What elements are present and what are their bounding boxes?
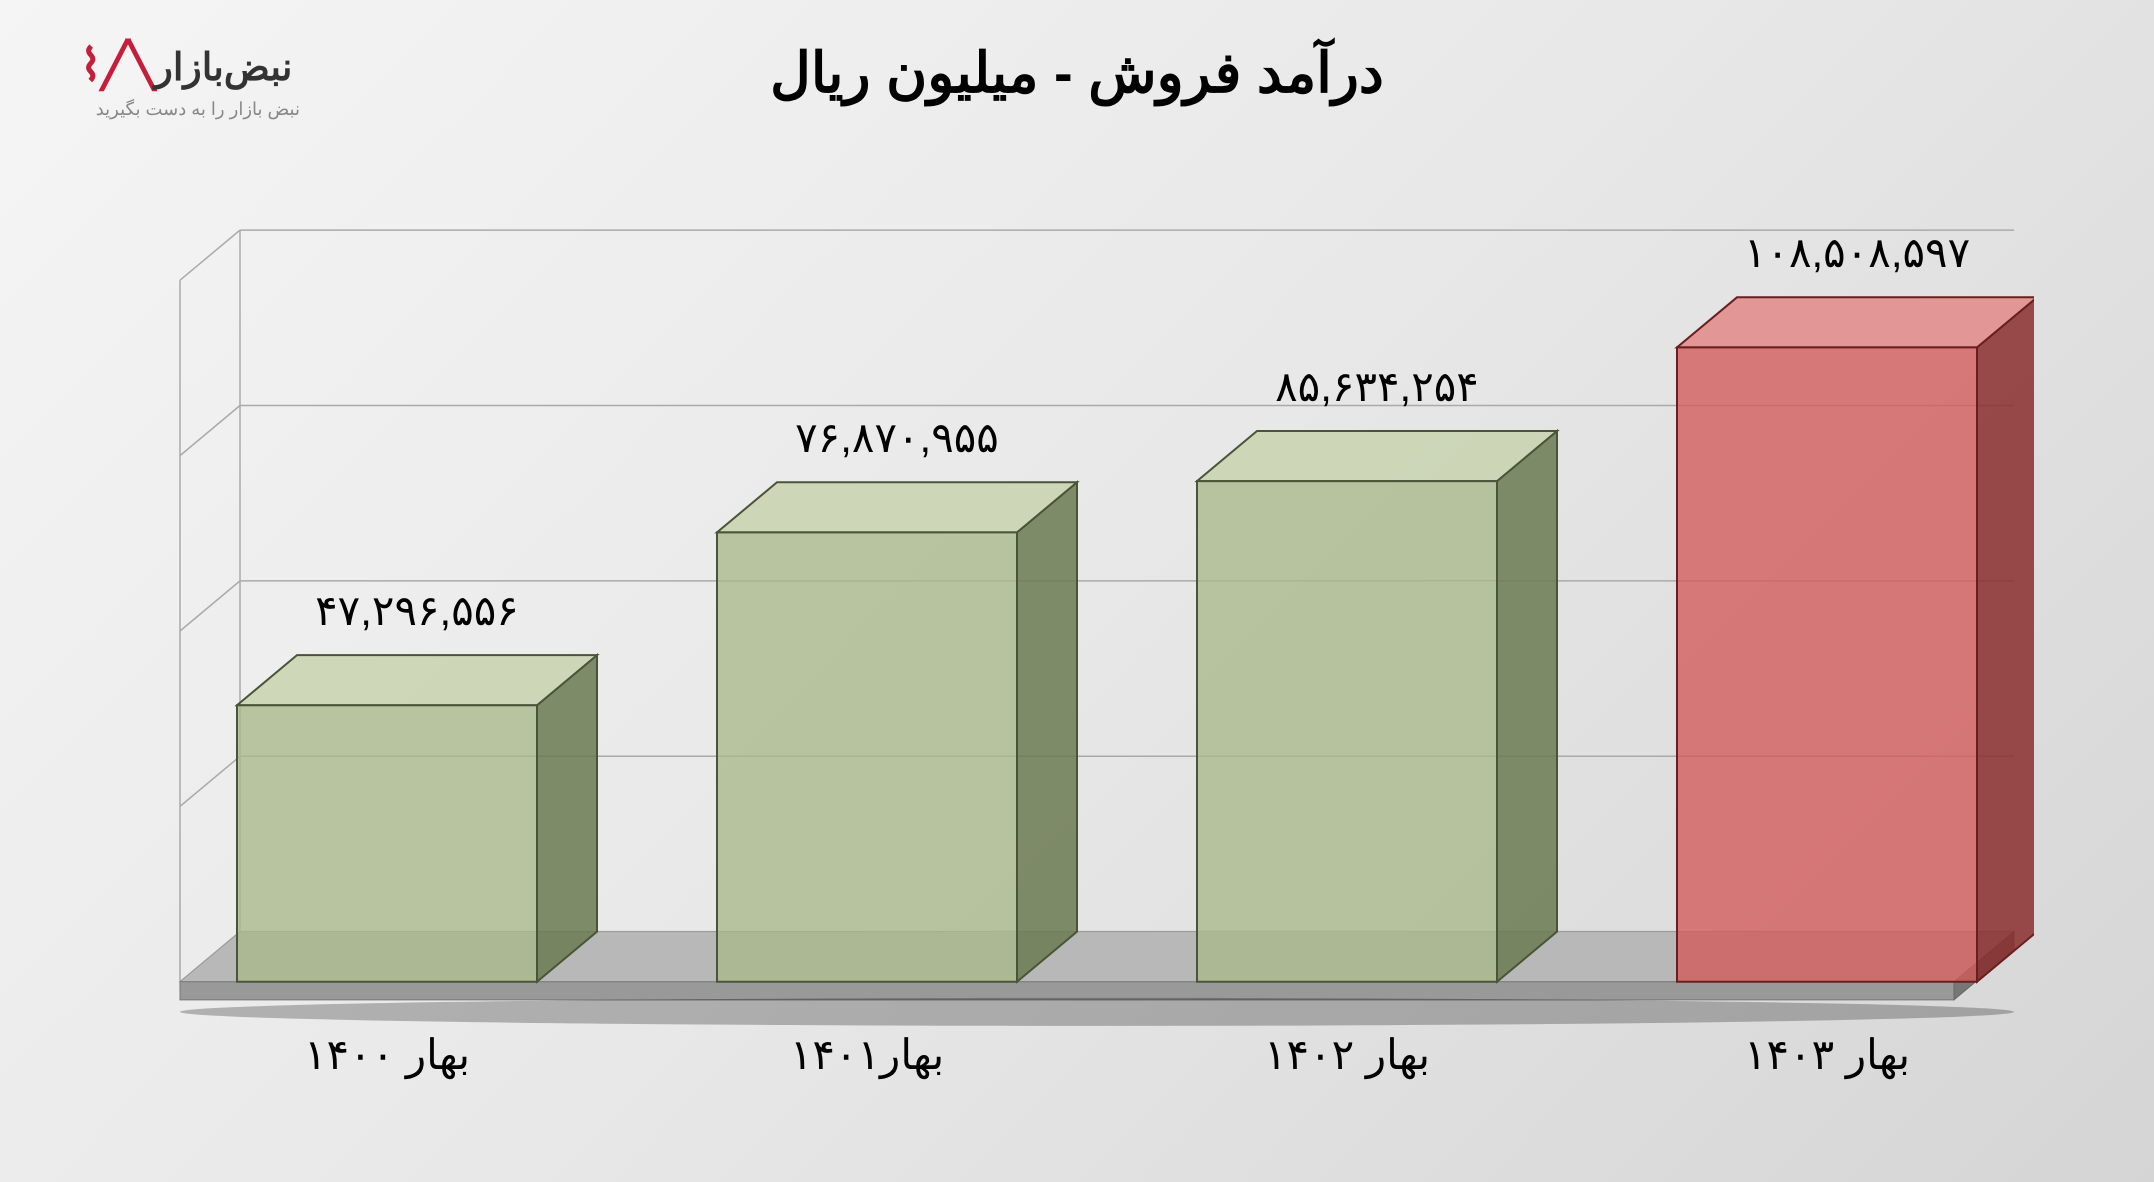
bar-value-label: ۴۷,۲۹۶,۵۵۶ — [315, 587, 519, 634]
bar-category-label: بهار ۱۴۰۳ — [1677, 1030, 1977, 1079]
bar-category-label: بهار ۱۴۰۲ — [1197, 1030, 1497, 1079]
bar-top — [1197, 431, 1557, 481]
bar-front — [1197, 481, 1497, 982]
logo-tagline: نبض بازار را به دست بگیرید — [80, 99, 300, 120]
bar-side — [1977, 297, 2034, 981]
bar-category-label: بهار ۱۴۰۰ — [237, 1030, 537, 1079]
bar-value-label: ۷۶,۸۷۰,۹۵۵ — [795, 414, 999, 461]
chart-title: درآمد فروش - میلیون ریال — [770, 40, 1384, 106]
bar-front — [237, 705, 537, 982]
bar-category-label: بهار۱۴۰۱ — [717, 1030, 1017, 1079]
chart-container: ۴۷,۲۹۶,۵۵۶ ۷۶,۸۷۰,۹۵۵ ۸۵,۶۳۴,۲۵۴ ۱۰۸,۵۰۸,۵۹… — [120, 180, 2034, 1082]
bar-front — [1677, 347, 1977, 981]
bar-top — [237, 655, 597, 705]
bar-top — [717, 482, 1077, 532]
brand-logo: ⌇╱╲نبض‌بازار نبض بازار را به دست بگیرید — [80, 40, 300, 120]
bar-value-label: ۸۵,۶۳۴,۲۵۴ — [1275, 363, 1479, 410]
bar-top — [1677, 297, 2034, 347]
bar-side — [1017, 482, 1077, 982]
bar-front — [717, 532, 1017, 981]
logo-main: نبض‌بازار — [154, 47, 292, 89]
bar-side — [1497, 431, 1557, 982]
bar-chart-3d: ۴۷,۲۹۶,۵۵۶ ۷۶,۸۷۰,۹۵۵ ۸۵,۶۳۴,۲۵۴ ۱۰۸,۵۰۸,۵۹… — [120, 180, 2034, 1082]
bar-value-label: ۱۰۸,۵۰۸,۵۹۷ — [1744, 229, 1970, 276]
bar-side — [537, 655, 597, 982]
